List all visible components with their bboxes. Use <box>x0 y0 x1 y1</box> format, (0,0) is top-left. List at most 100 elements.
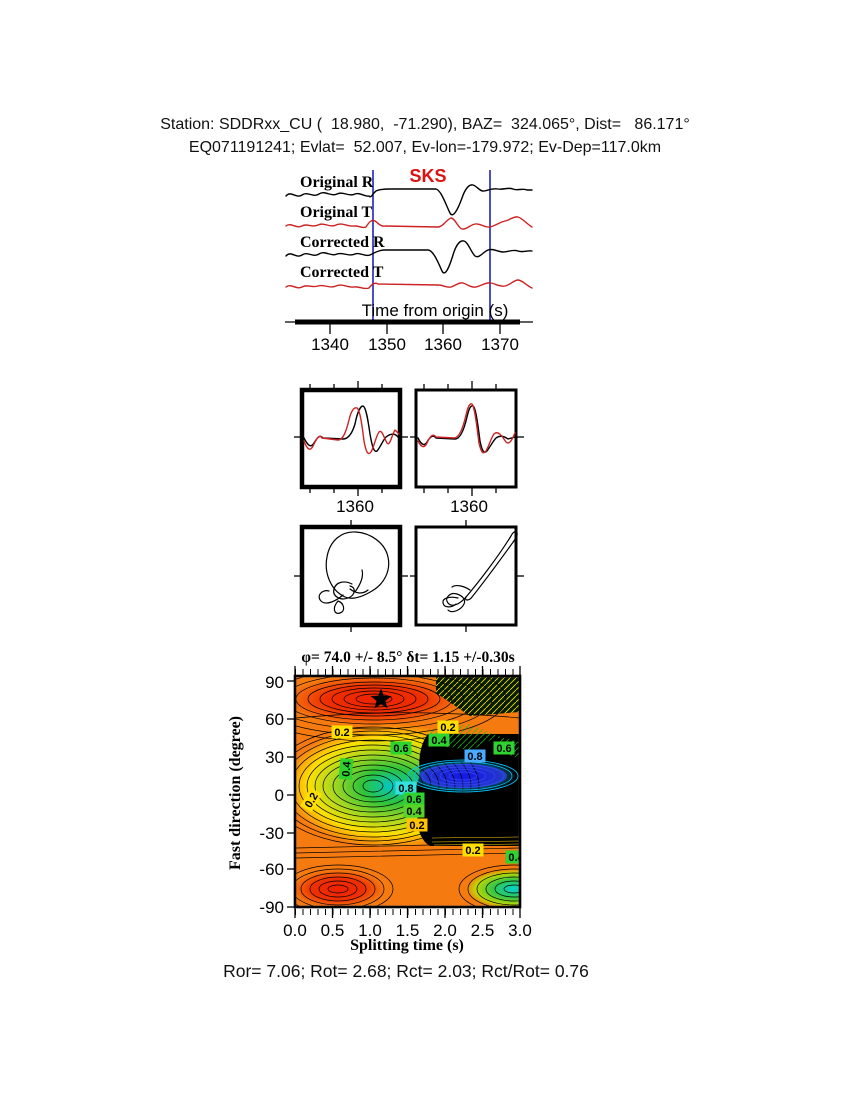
xtick-label: 1.0 <box>358 921 382 940</box>
time-axis: Time from origin (s) 1340 1350 1360 1370 <box>285 301 533 354</box>
chip-bg <box>462 843 484 857</box>
contour-label-chip: 0.4 <box>428 733 450 747</box>
overlay-box-corrected <box>414 388 518 489</box>
axis-tick-label: 1340 <box>311 335 349 354</box>
chip-text: 0.8 <box>467 751 482 763</box>
event-header-line: EQ071191241; Evlat= 52.007, Ev-lon=-179.… <box>188 139 662 156</box>
contour-label-chip: 0.6 <box>493 741 515 755</box>
contour-label-chip: 0.2 <box>437 720 459 734</box>
contour-title: φ= 74.0 +/- 8.5° δt= 1.15 +/-0.30s <box>301 649 514 666</box>
contour-level-labels: 0.2 0.4 0.2 0.6 0.2 <box>300 720 524 864</box>
contour-label-chip: 0.2 <box>462 843 484 857</box>
corner-trough <box>466 869 519 906</box>
station-header-line: Station: SDDRxx_CU ( 18.980, -71.290), B… <box>160 116 690 133</box>
chip-bg <box>437 720 459 734</box>
trace-label-corrected-t: Corrected T <box>300 264 384 281</box>
corrected-t-trace <box>285 279 533 290</box>
results-footer-line: Ror= 7.06; Rot= 2.68; Rct= 2.03; Rct/Rot… <box>223 961 589 981</box>
contour-axes: 90 60 30 0 -30 -60 -90 0.0 0.5 1.0 1.5 2… <box>227 666 532 954</box>
corrected-r-trace <box>285 240 533 274</box>
chip-bg <box>390 741 412 755</box>
chip-bg <box>403 804 425 818</box>
ytick-label: -90 <box>259 898 284 917</box>
chip-text: 0.4 <box>406 806 422 818</box>
overlay-fast-component-original <box>303 407 400 455</box>
chip-text: 0.4 <box>340 760 353 777</box>
overlay-fast-component-corrected <box>417 403 516 454</box>
particle-box-corrected <box>414 525 518 627</box>
chip-bg <box>300 787 322 813</box>
contour-label-chip: 0.8 <box>464 749 486 763</box>
chip-text: 0.4 <box>508 852 524 864</box>
chip-text: 0.6 <box>406 794 421 806</box>
chip-bg <box>406 818 428 832</box>
contour-label-chip: 0.2 <box>406 818 428 832</box>
contour-ylabel: Fast direction (degree) <box>227 716 244 870</box>
chip-bg <box>403 792 425 806</box>
ytick-label: 90 <box>265 673 284 692</box>
contour-lines <box>296 677 519 906</box>
overlay-tick-label-right: 1360 <box>450 497 488 516</box>
contour-label-chip: 0.4 <box>403 804 425 818</box>
energy-max-bottom <box>296 870 384 906</box>
original-r-trace <box>285 184 533 216</box>
chip-bg <box>493 741 515 755</box>
contour-label-chip: 0.2 <box>331 725 353 739</box>
chip-text: 0.6 <box>496 743 511 755</box>
trace-label-original-t: Original T <box>300 204 372 221</box>
waveform-panel: SKS Original R Original T Corrected R Co… <box>285 166 533 354</box>
overlay-tick-label-left: 1360 <box>336 497 374 516</box>
ytick-label: 0 <box>275 786 284 805</box>
chip-text: 0.6 <box>393 743 408 755</box>
contour-surface: 0.2 0.4 0.2 0.6 0.2 <box>296 677 524 906</box>
contour-label-chip: 0.6 <box>403 792 425 806</box>
chip-bg <box>505 850 519 864</box>
chip-bg <box>331 725 353 739</box>
chip-bg <box>428 733 450 747</box>
contour-panel: φ= 74.0 +/- 8.5° δt= 1.15 +/-0.30s <box>227 649 532 954</box>
xtick-label: 3.0 <box>508 921 532 940</box>
chip-text: 0.2 <box>334 727 349 739</box>
contour-xlabel: Splitting time (s) <box>350 937 464 954</box>
particle-box-ticks <box>294 520 524 632</box>
contour-label-chip: 0.6 <box>390 741 412 755</box>
chip-text: 0.4 <box>431 735 447 747</box>
component-overlay-panel: 1360 1360 <box>294 381 524 516</box>
contour-label-chip: 0.4 <box>505 850 524 864</box>
chip-bg <box>395 781 417 795</box>
chip-text: 0.2 <box>409 820 424 832</box>
ytick-label: -30 <box>259 824 284 843</box>
contour-label-chip: 0.4 <box>338 757 354 781</box>
particle-motion-original <box>318 531 390 614</box>
chip-bg <box>464 749 486 763</box>
chip-text: 0.2 <box>465 845 480 857</box>
trace-label-corrected-r: Corrected R <box>300 234 385 251</box>
best-fit-star-marker <box>370 688 392 709</box>
axis-tick-label: 1360 <box>424 335 462 354</box>
phase-label: SKS <box>409 166 446 186</box>
axis-tick-label: 1370 <box>481 335 519 354</box>
xtick-label: 0.5 <box>321 921 345 940</box>
original-t-trace <box>285 216 533 230</box>
xtick-label: 1.5 <box>396 921 420 940</box>
contour-label-chip: 0.8 <box>395 781 417 795</box>
particle-motion-corrected <box>442 530 518 613</box>
waveform-traces <box>285 184 533 290</box>
ytick-label: 60 <box>265 710 284 729</box>
xtick-label: 2.5 <box>471 921 495 940</box>
particle-motion-panel <box>294 520 524 632</box>
time-axis-label: Time from origin (s) <box>362 301 509 320</box>
xtick-label: 2.0 <box>433 921 457 940</box>
overlay-box-ticks <box>294 381 524 496</box>
axis-tick-label: 1350 <box>368 335 406 354</box>
ytick-label: 30 <box>265 748 284 767</box>
chip-text: 0.2 <box>440 722 455 734</box>
chip-text: 0.8 <box>398 783 413 795</box>
trace-label-original-r: Original R <box>300 174 374 191</box>
overlay-box-original <box>299 387 403 490</box>
chip-bg <box>338 757 354 781</box>
xtick-label: 0.0 <box>283 921 307 940</box>
ytick-label: -60 <box>259 860 284 879</box>
